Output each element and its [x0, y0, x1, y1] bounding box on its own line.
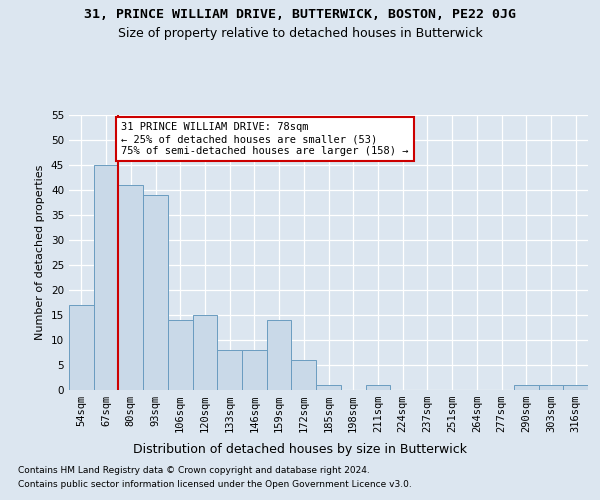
- Bar: [563, 385, 588, 390]
- Text: Size of property relative to detached houses in Butterwick: Size of property relative to detached ho…: [118, 28, 482, 40]
- Text: 31, PRINCE WILLIAM DRIVE, BUTTERWICK, BOSTON, PE22 0JG: 31, PRINCE WILLIAM DRIVE, BUTTERWICK, BO…: [84, 8, 516, 20]
- Text: Contains public sector information licensed under the Open Government Licence v3: Contains public sector information licen…: [18, 480, 412, 489]
- Text: 31 PRINCE WILLIAM DRIVE: 78sqm
← 25% of detached houses are smaller (53)
75% of : 31 PRINCE WILLIAM DRIVE: 78sqm ← 25% of …: [121, 122, 409, 156]
- Text: Contains HM Land Registry data © Crown copyright and database right 2024.: Contains HM Land Registry data © Crown c…: [18, 466, 370, 475]
- Bar: [118, 185, 143, 390]
- Bar: [365, 385, 390, 390]
- Bar: [316, 385, 341, 390]
- Bar: [143, 195, 168, 390]
- Bar: [94, 165, 118, 390]
- Bar: [267, 320, 292, 390]
- Bar: [168, 320, 193, 390]
- Text: Distribution of detached houses by size in Butterwick: Distribution of detached houses by size …: [133, 442, 467, 456]
- Bar: [292, 360, 316, 390]
- Bar: [514, 385, 539, 390]
- Bar: [242, 350, 267, 390]
- Y-axis label: Number of detached properties: Number of detached properties: [35, 165, 46, 340]
- Bar: [193, 315, 217, 390]
- Bar: [69, 305, 94, 390]
- Bar: [539, 385, 563, 390]
- Bar: [217, 350, 242, 390]
